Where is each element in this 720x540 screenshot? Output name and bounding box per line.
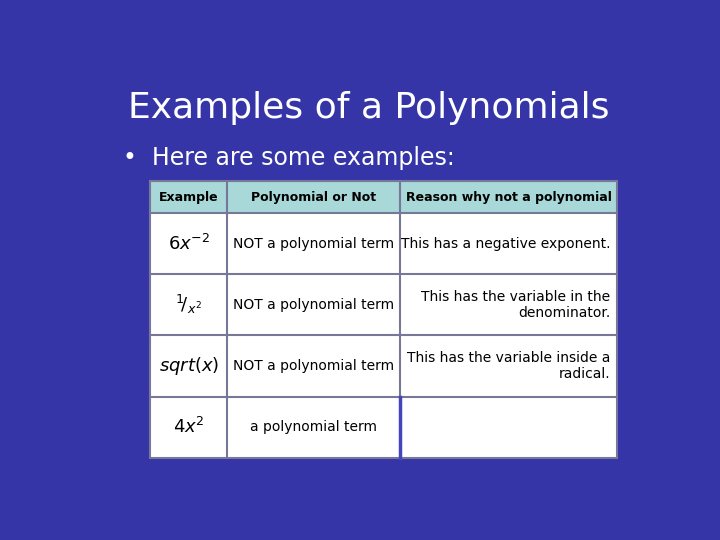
Text: •  Here are some examples:: • Here are some examples: xyxy=(124,146,455,170)
Text: Polynomial or Not: Polynomial or Not xyxy=(251,191,377,204)
Text: Example: Example xyxy=(159,191,219,204)
Text: $6x^{-2}$: $6x^{-2}$ xyxy=(168,234,210,254)
Bar xyxy=(150,396,617,458)
Text: NOT a polynomial term: NOT a polynomial term xyxy=(233,298,395,312)
Text: a polynomial term: a polynomial term xyxy=(251,420,377,434)
Text: $4x^2$: $4x^2$ xyxy=(173,417,204,437)
Text: $\mathit{sqrt(x)}$: $\mathit{sqrt(x)}$ xyxy=(158,355,219,377)
Text: This has the variable in the
denominator.: This has the variable in the denominator… xyxy=(421,289,611,320)
Text: NOT a polynomial term: NOT a polynomial term xyxy=(233,237,395,251)
Bar xyxy=(150,213,617,274)
Text: Reason why not a polynomial: Reason why not a polynomial xyxy=(406,191,612,204)
Bar xyxy=(150,181,617,213)
Bar xyxy=(150,274,617,335)
Bar xyxy=(150,335,617,396)
Text: NOT a polynomial term: NOT a polynomial term xyxy=(233,359,395,373)
Text: This has a negative exponent.: This has a negative exponent. xyxy=(401,237,611,251)
Text: This has the variable inside a
radical.: This has the variable inside a radical. xyxy=(408,351,611,381)
Text: Examples of a Polynomials: Examples of a Polynomials xyxy=(128,91,610,125)
Text: $^1\!/{_{x^2}}$: $^1\!/{_{x^2}}$ xyxy=(176,293,202,316)
